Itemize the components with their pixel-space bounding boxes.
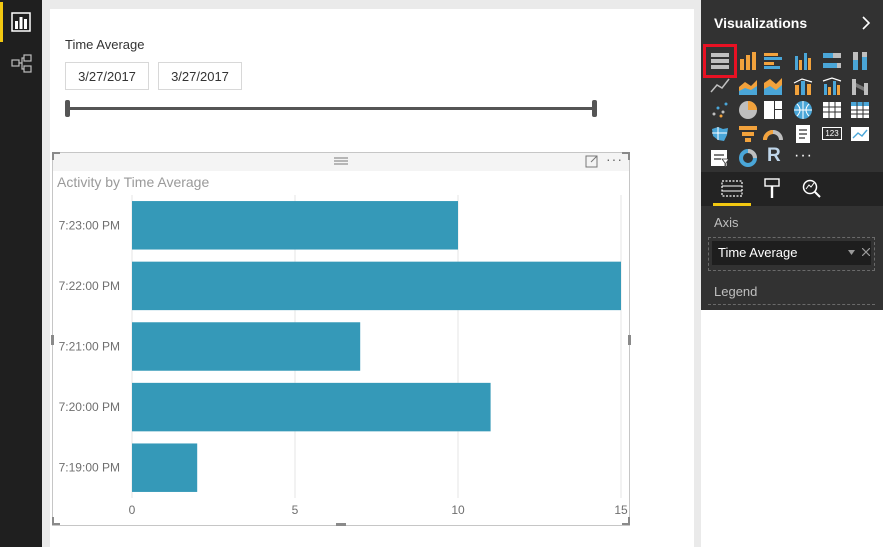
chart-title: Activity by Time Average: [57, 174, 210, 190]
r-visual-icon[interactable]: R: [767, 145, 781, 166]
close-icon[interactable]: [862, 248, 870, 256]
left-nav-rail: [0, 0, 42, 547]
resize-handle-bottom-left-v[interactable]: [52, 517, 54, 525]
bar-chart-visual[interactable]: ··· Activity by Time Average 0 5 10 15 7:23:…: [51, 151, 631, 526]
axis-well-label: Axis: [714, 215, 739, 230]
resize-handle-left[interactable]: [51, 335, 54, 345]
slider-end-handle[interactable]: [592, 100, 597, 117]
drag-handle-icon[interactable]: [333, 155, 349, 165]
x-tick-label: 5: [292, 503, 299, 517]
stacked-column-chart-icon[interactable]: [737, 50, 759, 72]
bar: [132, 261, 621, 311]
line-and-clustered-column-icon[interactable]: [821, 75, 843, 97]
card-icon[interactable]: 123: [821, 123, 843, 145]
resize-handle-bottom-right-h[interactable]: [622, 523, 630, 525]
slider-start-handle[interactable]: [65, 100, 70, 117]
visualizations-pane: Visualizations: [701, 0, 883, 310]
y-category-label: 7:20:00 PM: [59, 400, 120, 414]
bar: [132, 382, 491, 432]
chevron-right-icon[interactable]: [859, 13, 873, 33]
card-icon-label: 123: [822, 127, 842, 140]
active-indicator: [0, 2, 3, 42]
format-tab[interactable]: [753, 172, 791, 206]
y-category-label: 7:22:00 PM: [59, 279, 120, 293]
active-tab-indicator: [713, 203, 751, 206]
clustered-bar-chart-icon[interactable]: [762, 50, 784, 72]
resize-handle-bottom-right-v[interactable]: [628, 517, 630, 525]
table-icon[interactable]: [821, 99, 843, 121]
filled-map-icon[interactable]: [709, 123, 731, 145]
matrix-icon[interactable]: [849, 99, 871, 121]
more-options-icon[interactable]: ···: [606, 151, 623, 167]
ribbon-chart-icon[interactable]: [849, 75, 871, 97]
x-tick-label: 0: [129, 503, 136, 517]
resize-handle-bottom[interactable]: [336, 523, 346, 526]
line-and-stacked-column-icon[interactable]: [792, 75, 814, 97]
end-date-input[interactable]: 3/27/2017: [158, 62, 242, 90]
line-chart-icon[interactable]: [709, 75, 731, 97]
pie-chart-icon[interactable]: [737, 99, 759, 121]
axis-field-well[interactable]: Time Average: [708, 237, 875, 271]
axis-field-pill[interactable]: Time Average: [712, 241, 871, 265]
bar: [132, 201, 458, 250]
fields-tab[interactable]: [713, 172, 751, 206]
y-category-label: 7:21:00 PM: [59, 340, 120, 354]
clustered-column-chart-icon[interactable]: [792, 50, 814, 72]
legend-well-label: Legend: [714, 284, 758, 299]
report-view-button[interactable]: [0, 2, 42, 42]
funnel-icon[interactable]: [737, 123, 759, 145]
focus-mode-icon[interactable]: [585, 154, 599, 168]
slicer-title: Time Average: [65, 37, 145, 52]
start-date-input[interactable]: 3/27/2017: [65, 62, 149, 90]
bar: [132, 322, 361, 371]
pane-title: Visualizations: [714, 15, 808, 31]
100-percent-stacked-bar-icon[interactable]: [821, 50, 843, 72]
paint-roller-icon: [764, 178, 780, 198]
visual-header: ···: [53, 151, 629, 171]
100-percent-stacked-column-icon[interactable]: [849, 50, 871, 72]
resize-handle-bottom-left-h[interactable]: [52, 523, 60, 525]
fields-icon: [721, 180, 743, 197]
slicer-icon[interactable]: [709, 147, 731, 169]
gauge-icon[interactable]: [762, 123, 784, 145]
map-icon[interactable]: [792, 99, 814, 121]
bar: [132, 443, 198, 492]
multi-row-card-icon[interactable]: [792, 123, 814, 145]
pane-tab-bar: [701, 172, 883, 206]
axis-field-name: Time Average: [718, 245, 798, 260]
chart-plot: 0 5 10 15 7:23:00 PM 7:22:00 PM 7:21:00 PM 7:20…: [59, 195, 628, 517]
stacked-area-chart-icon[interactable]: [762, 75, 784, 97]
resize-handle-top-left-v[interactable]: [52, 152, 54, 160]
y-category-label: 7:19:00 PM: [59, 461, 120, 475]
resize-handle-top-right-h[interactable]: [622, 152, 630, 154]
chevron-down-icon[interactable]: [848, 250, 855, 255]
date-range-slider[interactable]: [66, 107, 596, 110]
report-icon: [11, 12, 31, 32]
y-category-label: 7:23:00 PM: [59, 218, 120, 232]
donut-chart-icon[interactable]: [737, 147, 759, 169]
more-visuals-icon[interactable]: ···: [794, 147, 813, 164]
kpi-icon[interactable]: [849, 123, 871, 145]
legend-field-well[interactable]: [708, 304, 875, 314]
resize-handle-right[interactable]: [628, 335, 631, 345]
x-tick-label: 10: [451, 503, 465, 517]
stacked-bar-chart-icon[interactable]: [709, 50, 731, 72]
resize-handle-top-left-h[interactable]: [52, 152, 60, 154]
treemap-icon[interactable]: [762, 99, 784, 121]
resize-handle-top-right-v[interactable]: [628, 152, 630, 160]
x-tick-label: 15: [614, 503, 628, 517]
selected-visual-highlight: [703, 44, 737, 78]
analytics-magnifier-icon: [802, 179, 821, 198]
analytics-tab[interactable]: [793, 172, 831, 206]
relationships-icon: [11, 54, 32, 73]
area-chart-icon[interactable]: [737, 75, 759, 97]
scatter-chart-icon[interactable]: [709, 99, 731, 121]
relationships-view-button[interactable]: [0, 46, 42, 86]
